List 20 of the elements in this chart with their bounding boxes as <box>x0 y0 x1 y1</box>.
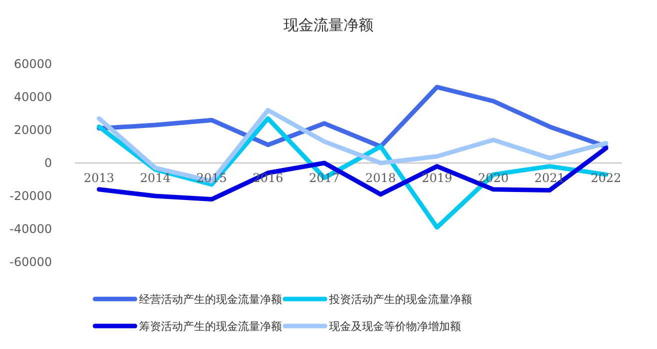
x-tick-label: 2019 <box>422 171 452 185</box>
legend-label: 经营活动产生的现金流量净额 <box>139 292 282 306</box>
y-tick-label: 60000 <box>14 57 52 72</box>
legend-label: 投资活动产生的现金流量净额 <box>328 292 472 306</box>
y-tick-label: -40000 <box>9 222 52 236</box>
x-tick-label: 2022 <box>590 171 622 185</box>
x-tick-label: 2013 <box>84 171 114 185</box>
y-tick-label: 0 <box>44 156 52 170</box>
x-tick-label: 2018 <box>365 171 396 185</box>
y-tick-label: 40000 <box>14 90 52 104</box>
y-tick-label: 20000 <box>14 123 52 138</box>
line-series <box>96 84 608 149</box>
y-tick-label: -20000 <box>9 189 52 204</box>
x-tick-label: 2017 <box>309 171 340 185</box>
legend-label: 筹资活动产生的现金流量净额 <box>139 320 282 333</box>
y-tick-label: -60000 <box>9 255 52 270</box>
x-tick-label: 2021 <box>534 171 565 185</box>
legend-label: 现金及现金等价物净增加额 <box>329 320 461 333</box>
x-tick-label: 2014 <box>140 171 171 185</box>
chart-title: 现金流量净额 <box>284 16 374 34</box>
